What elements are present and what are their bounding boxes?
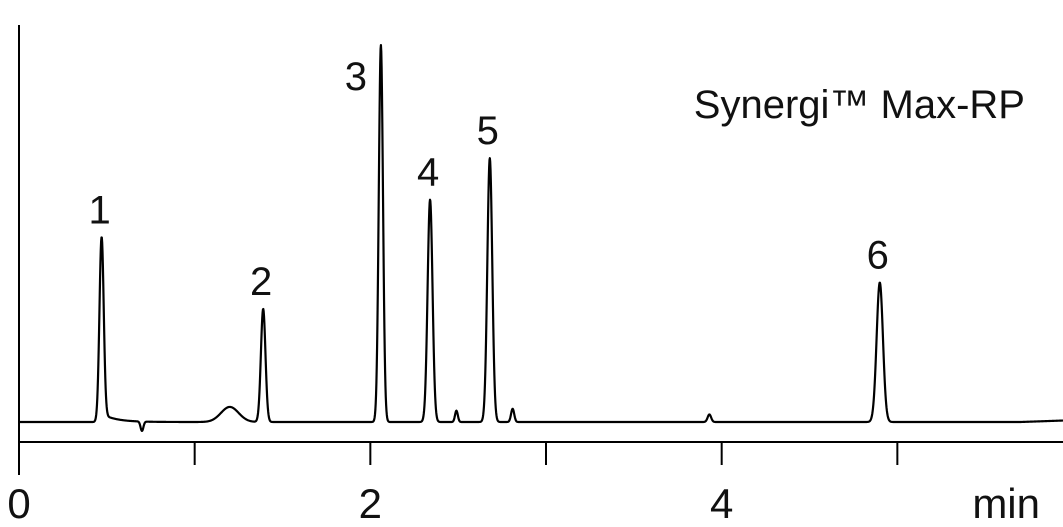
peak-label-5: 5 <box>477 109 499 153</box>
chart-title: Synergi™ Max-RP <box>694 83 1025 127</box>
x-tick-label: 0 <box>7 480 30 527</box>
peak-label-1: 1 <box>88 188 110 232</box>
x-tick-label: 4 <box>710 480 733 527</box>
chromatogram-trace <box>18 43 1063 433</box>
peak-label-3: 3 <box>345 55 367 99</box>
peak-label-4: 4 <box>417 151 439 195</box>
chart-axes <box>18 25 1063 475</box>
x-axis-ticks: 0 2 4 <box>7 442 899 527</box>
peak-label-6: 6 <box>867 234 889 278</box>
x-axis-label: min <box>972 480 1040 527</box>
x-tick-label: 2 <box>359 480 382 527</box>
peak-label-2: 2 <box>250 260 272 304</box>
peak-labels: 1 2 3 45 6 <box>88 55 888 304</box>
